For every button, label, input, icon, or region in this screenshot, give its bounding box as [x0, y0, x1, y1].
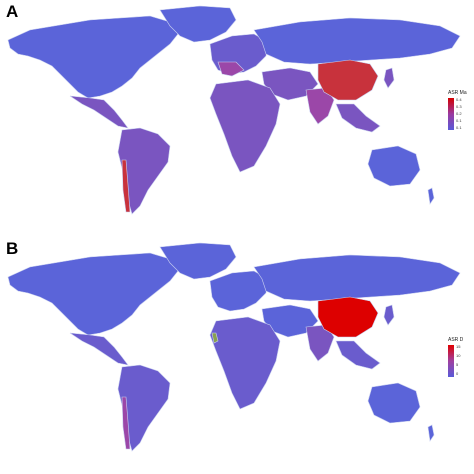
japan [383, 67, 395, 89]
legend-b: ASR D 15 10 5 0 [448, 337, 474, 377]
greenland [159, 242, 237, 280]
legend-tick: 0.3 [456, 104, 462, 109]
north-america [7, 252, 179, 336]
legend-title: ASR Ma [448, 90, 467, 96]
map-panel-a: A [6, 2, 474, 215]
china [317, 296, 379, 338]
west-africa-coast [211, 332, 219, 344]
australia [367, 382, 421, 424]
new-zealand [427, 424, 435, 442]
legend-tick: 10 [456, 353, 461, 358]
china [317, 59, 379, 101]
russia [253, 17, 461, 65]
map-panel-b: B ASR D 15 10 5 0 [0, 237, 474, 474]
legend-tick: 0.2 [456, 111, 462, 116]
chile [121, 396, 131, 450]
chile [121, 159, 131, 213]
world-map-a [7, 5, 461, 215]
new-zealand [427, 187, 435, 205]
legend-tick: 0.1 [456, 118, 462, 123]
legend-tick: 0.1 [456, 125, 462, 130]
legend-tick: 0 [456, 371, 459, 376]
southeast-asia [335, 340, 381, 370]
europe [209, 270, 269, 312]
legend-color-bar [448, 98, 454, 130]
world-map-b [7, 242, 461, 452]
legend-a: ASR Ma 0.4 0.3 0.2 0.1 0.1 [448, 90, 474, 130]
legend-tick: 0.4 [456, 97, 462, 102]
north-america [7, 15, 179, 99]
panel-label: A [6, 2, 19, 21]
legend-tick: 15 [456, 344, 461, 349]
legend-title: ASR D [448, 337, 464, 343]
greenland [159, 5, 237, 43]
mexico-central-america [69, 95, 129, 129]
southern-europe [217, 61, 245, 77]
japan [383, 304, 395, 326]
legend-tick: 5 [456, 362, 459, 367]
africa [209, 316, 281, 410]
africa [209, 79, 281, 173]
russia [253, 254, 461, 302]
australia [367, 145, 421, 187]
mexico-central-america [69, 332, 129, 366]
panel-label: B [6, 239, 19, 258]
southeast-asia [335, 103, 381, 133]
legend-color-bar [448, 345, 454, 377]
